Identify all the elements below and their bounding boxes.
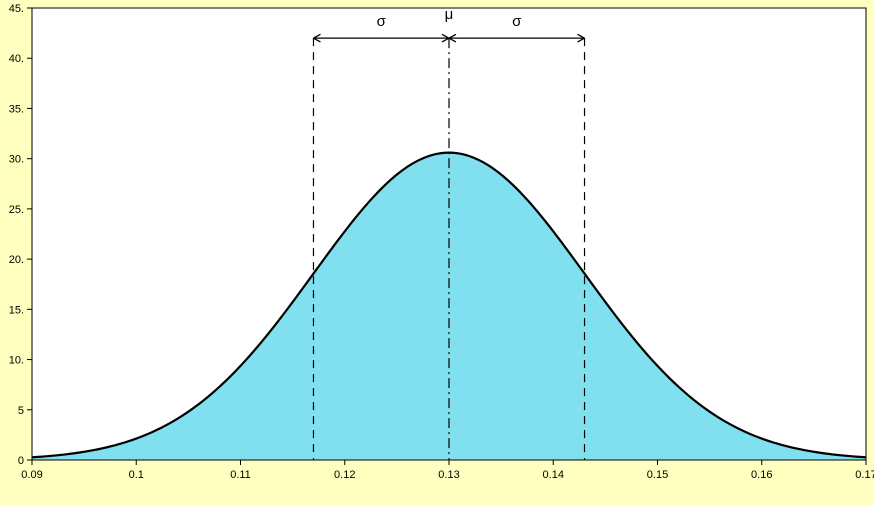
normal-distribution-chart: 0.09 0.1 0.11 0.12 0.13 0.14 0.15 0.16 0.17 0 5 10.… [0,0,874,505]
x-tick-label: 0.13 [438,469,459,481]
x-tick-label: 0.1 [129,469,144,481]
y-tick-label: 5 [18,405,24,417]
x-tick-label: 0.15 [647,469,668,481]
y-tick-label: 45. [9,3,24,15]
y-tick-label: 35. [9,103,24,115]
sigma-right-label: σ [512,13,522,30]
y-tick-label: 0 [18,455,24,467]
x-tick-label: 0.11 [230,469,251,481]
x-tick-label: 0.14 [543,469,564,481]
x-tick-label: 0.16 [751,469,772,481]
x-tick-label: 0.17 [855,469,874,481]
x-tick-label: 0.12 [334,469,355,481]
mu-label: μ [445,6,454,23]
sigma-left-label: σ [377,13,387,30]
x-tick-label: 0.09 [21,469,42,481]
y-tick-label: 15. [9,304,24,316]
y-tick-label: 20. [9,254,24,266]
y-tick-label: 30. [9,154,24,166]
y-tick-label: 40. [9,53,24,65]
y-tick-label: 25. [9,204,24,216]
y-tick-label: 10. [9,355,24,367]
